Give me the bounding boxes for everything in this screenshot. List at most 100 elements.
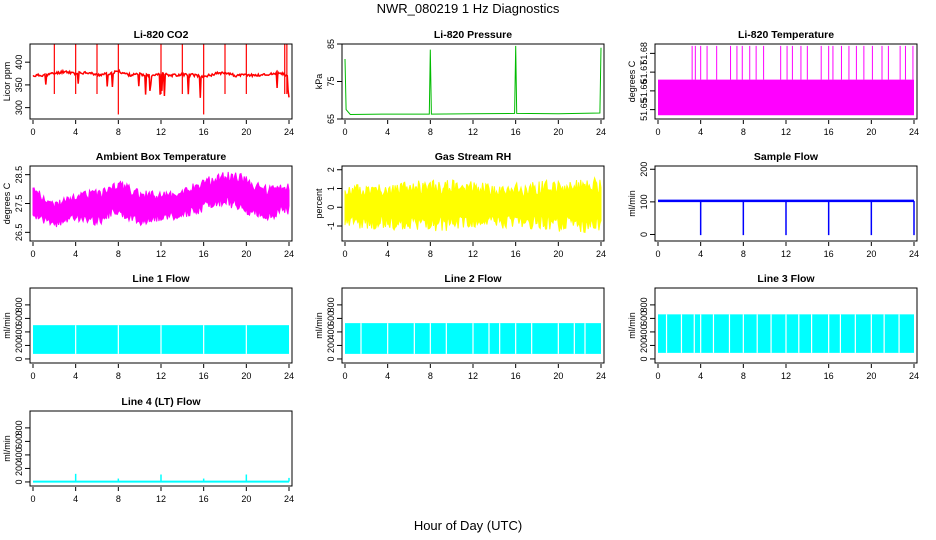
x-tick-label: 24 (596, 127, 606, 137)
y-tick-label: 51.68 (639, 42, 649, 65)
panel-data (344, 176, 602, 234)
x-tick-label: 16 (199, 127, 209, 137)
band (344, 176, 602, 234)
panel-data (658, 314, 914, 353)
panel-title: Line 4 (LT) Flow (121, 396, 201, 408)
plot-frame (341, 287, 605, 364)
x-tick-label: 4 (385, 127, 390, 137)
panel-8: Line 2 Flow ml/min 0 4 8 12 16 20 24 0 20040060080… (314, 273, 606, 381)
y-tick-label: 350 (14, 77, 24, 92)
y-tick-label: 0 (14, 356, 24, 361)
y-tick-label: 0 (639, 232, 649, 237)
panel-10: Line 4 (LT) Flow ml/min 0 4 8 12 16 20 24 0 200400… (2, 396, 294, 504)
x-tick-label: 0 (342, 249, 347, 259)
x-tick-label: 8 (116, 371, 121, 381)
y-tick-label: 200 (639, 338, 649, 353)
panel-title: Line 2 Flow (444, 273, 502, 285)
x-tick-label: 20 (241, 249, 251, 259)
y-tick-label: -1 (326, 222, 336, 230)
panel-title: Gas Stream RH (435, 151, 511, 163)
panel-y-axis-label: ml/min (2, 312, 12, 339)
x-tick-label: 4 (385, 249, 390, 259)
y-tick-label: 1 (326, 186, 336, 191)
y-tick-label: 400 (14, 324, 24, 339)
plot-frame (29, 43, 293, 120)
x-tick-label: 0 (655, 371, 660, 381)
panel-data (32, 44, 290, 115)
x-tick-label: 16 (511, 371, 521, 381)
x-tick-label: 4 (73, 127, 78, 137)
panel-title: Sample Flow (754, 151, 819, 163)
x-tick-label: 8 (116, 127, 121, 137)
x-tick-label: 12 (156, 127, 166, 137)
y-tick-label: 300 (14, 100, 24, 115)
x-tick-label: 12 (156, 249, 166, 259)
panel-data (33, 325, 289, 354)
x-tick-label: 24 (284, 494, 294, 504)
panel-title: Line 3 Flow (757, 273, 815, 285)
y-tick-label: 0 (639, 356, 649, 361)
x-tick-label: 8 (741, 249, 746, 259)
x-tick-label: 0 (342, 127, 347, 137)
y-tick-label: 0 (326, 356, 336, 361)
x-tick-label: 4 (73, 249, 78, 259)
y-tick-label: 65 (326, 114, 336, 124)
x-tick-label: 20 (241, 371, 251, 381)
x-tick-label: 4 (73, 371, 78, 381)
y-tick-label: 0 (14, 479, 24, 484)
panel-data (344, 45, 602, 116)
x-tick-label: 4 (698, 127, 703, 137)
panel-y-axis-label: degrees C (627, 60, 637, 102)
x-tick-label: 0 (30, 127, 35, 137)
y-tick-label: 26.5 (14, 224, 24, 242)
x-tick-label: 8 (428, 249, 433, 259)
plot-frame (654, 165, 918, 242)
y-tick-label: 200 (14, 461, 24, 476)
y-tick-label: 400 (326, 324, 336, 339)
panel-2: Li-820 Pressure kPa 0 4 8 12 16 20 24 65 75 85 (314, 29, 606, 137)
panel-4: Ambient Box Temperature degrees C 0 4 8 12 16 2… (2, 151, 294, 259)
y-tick-label: 800 (639, 297, 649, 312)
panel-y-axis-label: percent (314, 188, 324, 219)
x-tick-label: 0 (30, 494, 35, 504)
plot-frame (654, 43, 918, 120)
panel-1: Li-820 CO2 Licor ppm 0 4 8 12 16 20 24 300 350 400 (2, 29, 294, 137)
plot-frame (341, 165, 605, 242)
x-tick-label: 24 (284, 249, 294, 259)
x-tick-label: 24 (909, 249, 919, 259)
x-tick-label: 12 (156, 494, 166, 504)
plot-frame (341, 43, 605, 120)
y-tick-label: 400 (14, 447, 24, 462)
x-tick-label: 4 (698, 371, 703, 381)
x-tick-label: 12 (781, 127, 791, 137)
x-tick-label: 8 (116, 249, 121, 259)
panel-y-axis-label: ml/min (627, 190, 637, 217)
plot-frame (29, 165, 293, 242)
x-tick-label: 20 (241, 494, 251, 504)
x-tick-label: 12 (468, 371, 478, 381)
plot-frame (654, 287, 918, 364)
panel-y-axis-label: kPa (314, 74, 324, 90)
x-tick-label: 20 (241, 127, 251, 137)
panel-y-axis-label: degrees C (2, 182, 12, 224)
panel-data (32, 171, 290, 228)
x-tick-label: 12 (781, 249, 791, 259)
x-tick-label: 16 (199, 371, 209, 381)
x-tick-label: 4 (698, 249, 703, 259)
x-tick-label: 16 (824, 371, 834, 381)
y-tick-label: 600 (14, 311, 24, 326)
panel-data (658, 45, 914, 116)
y-tick-label: 800 (326, 297, 336, 312)
x-tick-label: 24 (596, 249, 606, 259)
figure-title: NWR_080219 1 Hz Diagnostics (376, 1, 560, 16)
panel-title: Ambient Box Temperature (96, 151, 227, 163)
x-tick-label: 20 (866, 127, 876, 137)
figure-x-axis-label: Hour of Day (UTC) (413, 518, 523, 533)
panel-title: Li-820 Temperature (738, 29, 834, 41)
y-tick-label: 0 (326, 205, 336, 210)
y-tick-label: 800 (14, 420, 24, 435)
y-tick-label: 600 (639, 311, 649, 326)
x-tick-label: 0 (342, 371, 347, 381)
x-tick-label: 20 (553, 127, 563, 137)
